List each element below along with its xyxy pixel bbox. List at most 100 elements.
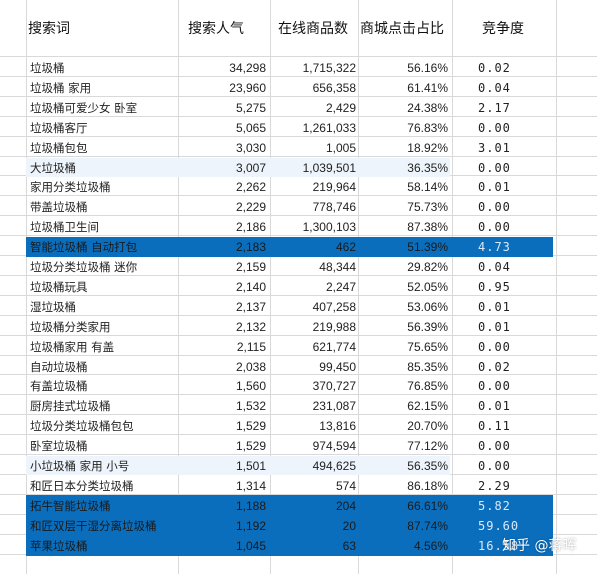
cell-click-share[interactable]: 76.83%: [407, 121, 448, 135]
cell-competition[interactable]: 0.01: [478, 300, 511, 314]
cell-click-share[interactable]: 51.39%: [407, 240, 448, 254]
table-row[interactable]: 垃圾分类垃圾桶 迷你 2,159 48,344 29.82% 0.04: [0, 257, 597, 277]
cell-keyword[interactable]: 垃圾桶玩具: [30, 280, 88, 294]
cell-click-share[interactable]: 76.85%: [407, 379, 448, 393]
cell-click-share[interactable]: 36.35%: [407, 161, 448, 175]
table-row[interactable]: 垃圾桶玩具 2,140 2,247 52.05% 0.95: [0, 277, 597, 297]
cell-keyword[interactable]: 卧室垃圾桶: [30, 439, 88, 453]
cell-popularity[interactable]: 2,183: [235, 240, 266, 254]
cell-competition[interactable]: 0.00: [478, 220, 511, 234]
cell-click-share[interactable]: 20.70%: [407, 419, 448, 433]
cell-click-share[interactable]: 66.61%: [407, 499, 448, 513]
cell-competition[interactable]: 3.01: [478, 141, 511, 155]
cell-competition[interactable]: 0.00: [478, 200, 511, 214]
cell-popularity[interactable]: 2,132: [235, 320, 266, 334]
cell-keyword[interactable]: 有盖垃圾桶: [30, 379, 88, 393]
header-click-share[interactable]: 商城点击占比: [360, 21, 444, 37]
cell-competition[interactable]: 0.04: [478, 81, 511, 95]
cell-keyword[interactable]: 带盖垃圾桶: [30, 200, 88, 214]
table-row[interactable]: 家用分类垃圾桶 2,262 219,964 58.14% 0.01: [0, 177, 597, 197]
cell-online-count[interactable]: 2,247: [325, 280, 356, 294]
cell-keyword[interactable]: 垃圾桶: [30, 61, 65, 75]
cell-competition[interactable]: 0.00: [478, 459, 511, 473]
table-row[interactable]: 卧室垃圾桶 1,529 974,594 77.12% 0.00: [0, 436, 597, 456]
cell-popularity[interactable]: 2,159: [235, 260, 266, 274]
cell-keyword[interactable]: 垃圾分类垃圾桶 迷你: [30, 260, 138, 274]
cell-click-share[interactable]: 75.65%: [407, 340, 448, 354]
cell-popularity[interactable]: 1,529: [235, 419, 266, 433]
cell-keyword[interactable]: 自动垃圾桶: [30, 360, 88, 374]
table-row[interactable]: 厨房挂式垃圾桶 1,532 231,087 62.15% 0.01: [0, 396, 597, 416]
cell-click-share[interactable]: 53.06%: [407, 300, 448, 314]
header-online-count[interactable]: 在线商品数: [278, 21, 348, 37]
cell-click-share[interactable]: 86.18%: [407, 479, 448, 493]
cell-popularity[interactable]: 2,186: [235, 220, 266, 234]
cell-online-count[interactable]: 974,594: [312, 439, 356, 453]
cell-keyword[interactable]: 垃圾桶分类家用: [30, 320, 111, 334]
table-row[interactable]: 垃圾桶 家用 23,960 656,358 61.41% 0.04: [0, 78, 597, 98]
cell-competition[interactable]: 0.04: [478, 260, 511, 274]
cell-online-count[interactable]: 204: [335, 499, 356, 513]
table-row[interactable]: 智能垃圾桶 自动打包 2,183 462 51.39% 4.73: [0, 237, 597, 257]
cell-click-share[interactable]: 61.41%: [407, 81, 448, 95]
cell-online-count[interactable]: 370,727: [312, 379, 356, 393]
cell-click-share[interactable]: 75.73%: [407, 200, 448, 214]
cell-keyword[interactable]: 垃圾桶家用 有盖: [30, 340, 115, 354]
cell-online-count[interactable]: 231,087: [312, 399, 356, 413]
cell-keyword[interactable]: 垃圾桶 家用: [30, 81, 92, 95]
cell-popularity[interactable]: 2,140: [235, 280, 266, 294]
cell-competition[interactable]: 0.00: [478, 121, 511, 135]
cell-online-count[interactable]: 407,258: [312, 300, 356, 314]
cell-keyword[interactable]: 大垃圾桶: [30, 161, 76, 175]
table-row[interactable]: 垃圾桶家用 有盖 2,115 621,774 75.65% 0.00: [0, 337, 597, 357]
cell-popularity[interactable]: 1,188: [235, 499, 266, 513]
cell-keyword[interactable]: 垃圾桶卫生间: [30, 220, 99, 234]
cell-online-count[interactable]: 656,358: [312, 81, 356, 95]
cell-click-share[interactable]: 24.38%: [407, 101, 448, 115]
cell-popularity[interactable]: 34,298: [229, 61, 266, 75]
cell-competition[interactable]: 0.00: [478, 340, 511, 354]
cell-keyword[interactable]: 家用分类垃圾桶: [30, 180, 111, 194]
cell-online-count[interactable]: 1,005: [325, 141, 356, 155]
table-row[interactable]: 垃圾桶 34,298 1,715,322 56.16% 0.02: [0, 58, 597, 78]
cell-keyword[interactable]: 拓牛智能垃圾桶: [30, 499, 111, 513]
cell-online-count[interactable]: 63: [342, 539, 356, 553]
cell-competition[interactable]: 0.00: [478, 161, 511, 175]
cell-popularity[interactable]: 23,960: [229, 81, 266, 95]
cell-online-count[interactable]: 1,300,103: [302, 220, 356, 234]
cell-keyword[interactable]: 垃圾桶客厅: [30, 121, 88, 135]
cell-click-share[interactable]: 87.38%: [407, 220, 448, 234]
cell-popularity[interactable]: 1,192: [235, 519, 266, 533]
cell-keyword[interactable]: 垃圾桶包包: [30, 141, 88, 155]
cell-competition[interactable]: 0.01: [478, 320, 511, 334]
cell-online-count[interactable]: 574: [335, 479, 356, 493]
cell-popularity[interactable]: 2,038: [235, 360, 266, 374]
cell-popularity[interactable]: 2,115: [236, 340, 266, 354]
cell-popularity[interactable]: 1,529: [235, 439, 266, 453]
cell-click-share[interactable]: 58.14%: [407, 180, 448, 194]
cell-online-count[interactable]: 1,261,033: [302, 121, 356, 135]
cell-popularity[interactable]: 2,229: [235, 200, 266, 214]
cell-competition[interactable]: 0.01: [478, 399, 511, 413]
cell-competition[interactable]: 0.00: [478, 379, 511, 393]
table-row[interactable]: 大垃圾桶 3,007 1,039,501 36.35% 0.00: [0, 158, 597, 178]
cell-online-count[interactable]: 219,988: [312, 320, 356, 334]
cell-click-share[interactable]: 4.56%: [413, 539, 448, 553]
table-row[interactable]: 垃圾分类垃圾桶包包 1,529 13,816 20.70% 0.11: [0, 416, 597, 436]
cell-online-count[interactable]: 778,746: [312, 200, 356, 214]
cell-popularity[interactable]: 1,501: [235, 459, 266, 473]
cell-click-share[interactable]: 87.74%: [407, 519, 448, 533]
cell-popularity[interactable]: 1,560: [235, 379, 266, 393]
cell-competition[interactable]: 0.00: [478, 439, 511, 453]
table-row[interactable]: 垃圾桶可爱少女 卧室 5,275 2,429 24.38% 2.17: [0, 98, 597, 118]
table-row[interactable]: 湿垃圾桶 2,137 407,258 53.06% 0.01: [0, 297, 597, 317]
cell-competition[interactable]: 0.95: [478, 280, 511, 294]
cell-popularity[interactable]: 1,532: [235, 399, 266, 413]
cell-keyword[interactable]: 湿垃圾桶: [30, 300, 76, 314]
cell-keyword[interactable]: 垃圾桶可爱少女 卧室: [30, 101, 138, 115]
cell-keyword[interactable]: 垃圾分类垃圾桶包包: [30, 419, 134, 433]
cell-click-share[interactable]: 85.35%: [407, 360, 448, 374]
cell-keyword[interactable]: 小垃圾桶 家用 小号: [30, 459, 130, 473]
cell-competition[interactable]: 2.17: [478, 101, 511, 115]
cell-keyword[interactable]: 智能垃圾桶 自动打包: [30, 240, 138, 254]
